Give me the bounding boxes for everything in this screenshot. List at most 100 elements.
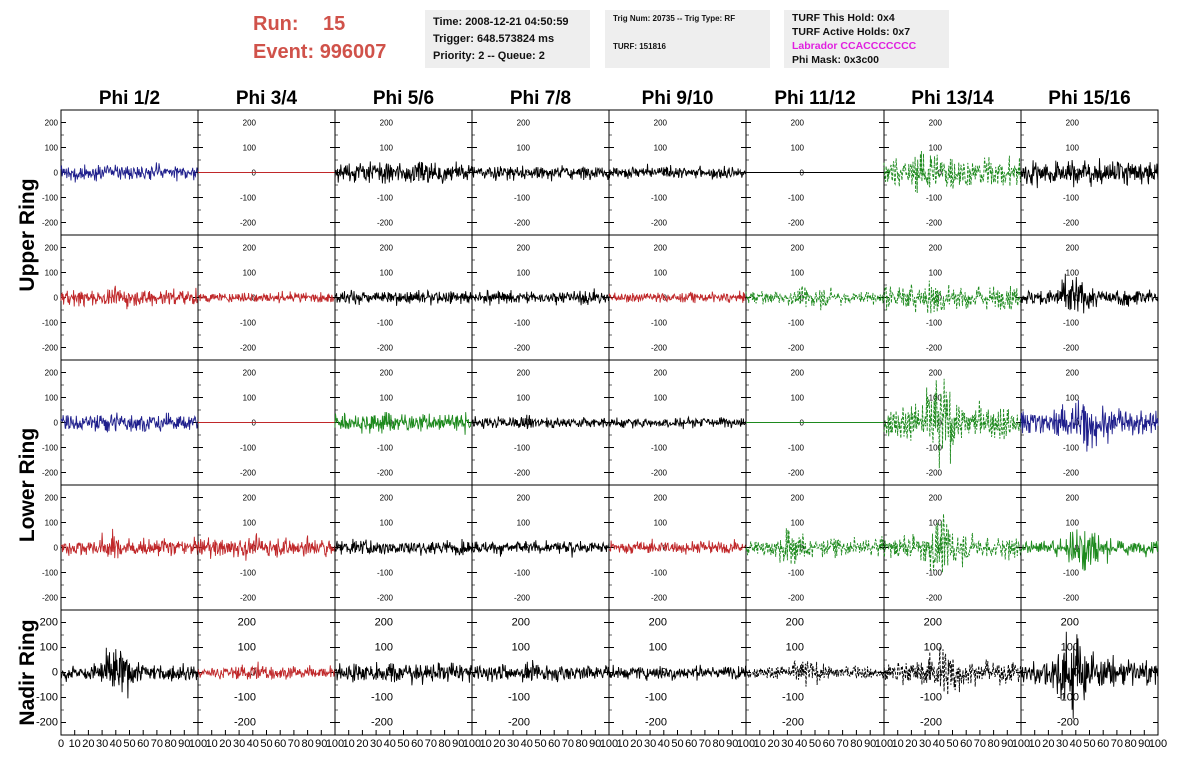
ring-label: Nadir Ring	[16, 619, 39, 725]
y-tick-label: -200	[514, 344, 531, 353]
waveform-line	[471, 288, 610, 306]
y-tick-label: -200	[240, 344, 257, 353]
y-tick-label: -200	[377, 344, 394, 353]
x-tick-label: 80	[575, 738, 587, 750]
active-holds-text: TURF Active Holds: 0x7	[792, 26, 911, 38]
x-tick-label: 20	[905, 738, 917, 750]
x-tick-label: 40	[110, 738, 122, 750]
y-tick-label: 100	[45, 394, 59, 403]
x-tick-label: 50	[534, 738, 546, 750]
x-tick-label: 10	[892, 738, 904, 750]
y-tick-label: -200	[926, 344, 943, 353]
x-tick-label: 60	[960, 738, 972, 750]
x-tick-label: 70	[699, 738, 711, 750]
y-tick-label: -200	[782, 717, 804, 729]
y-tick-label: 200	[517, 369, 531, 378]
priority-text: Priority: 2 -- Queue: 2	[433, 50, 545, 62]
x-tick-label: 100	[1012, 738, 1030, 750]
x-tick-label: 90	[589, 738, 601, 750]
column-title: Phi 11/12	[774, 88, 855, 109]
waveform-line	[608, 664, 747, 681]
y-tick-label: 100	[929, 144, 943, 153]
y-tick-label: -100	[651, 569, 668, 578]
y-tick-label: -200	[1063, 469, 1080, 478]
y-tick-label: -200	[371, 717, 393, 729]
waveform-line	[334, 411, 473, 435]
y-tick-label: 0	[389, 419, 394, 428]
column-title: Phi 9/10	[642, 88, 714, 109]
y-tick-label: -200	[240, 219, 257, 228]
y-tick-label: -200	[651, 594, 668, 603]
x-tick-label: 40	[795, 738, 807, 750]
x-tick-label: 80	[301, 738, 313, 750]
waveform-line	[883, 150, 1022, 194]
turf-text: TURF: 151816	[613, 42, 666, 51]
y-tick-label: 200	[649, 617, 667, 629]
x-tick-label: 30	[233, 738, 245, 750]
y-tick-label: 200	[791, 244, 805, 253]
y-tick-label: -200	[514, 469, 531, 478]
waveform-line	[60, 285, 199, 310]
waveform-line	[1020, 400, 1159, 452]
waveform-line	[197, 290, 336, 304]
event-value: 996007	[319, 41, 387, 63]
y-tick-label: -200	[788, 594, 805, 603]
y-tick-label: -200	[788, 469, 805, 478]
y-tick-label: -200	[42, 219, 59, 228]
y-tick-label: 100	[375, 642, 393, 654]
x-tick-label: 10	[617, 738, 629, 750]
y-tick-label: 0	[389, 544, 394, 553]
y-tick-label: 100	[1061, 642, 1079, 654]
y-tick-label: 200	[40, 617, 58, 629]
x-tick-label: 10	[1029, 738, 1041, 750]
y-tick-label: 200	[791, 369, 805, 378]
run-value: 15	[323, 13, 346, 35]
y-tick-label: 100	[924, 642, 942, 654]
y-tick-label: -200	[1057, 717, 1079, 729]
y-tick-label: -100	[788, 444, 805, 453]
y-tick-label: -100	[645, 692, 667, 704]
x-tick-label: 80	[987, 738, 999, 750]
y-tick-label: -100	[514, 569, 531, 578]
column-title: Phi 13/14	[911, 88, 994, 109]
x-tick-label: 40	[658, 738, 670, 750]
run-label: Run:	[253, 13, 299, 35]
y-tick-label: 200	[517, 244, 531, 253]
x-tick-label: 40	[933, 738, 945, 750]
y-tick-label: -200	[42, 594, 59, 603]
y-tick-label: -100	[651, 319, 668, 328]
waveform-line	[471, 659, 610, 683]
y-tick-label: -100	[1063, 569, 1080, 578]
y-tick-label: 0	[1073, 667, 1079, 679]
y-tick-label: -100	[1063, 444, 1080, 453]
y-tick-label: -100	[926, 569, 943, 578]
y-tick-label: 200	[243, 494, 257, 503]
y-tick-label: -100	[240, 444, 257, 453]
y-tick-label: 200	[380, 119, 394, 128]
y-tick-label: -100	[926, 319, 943, 328]
y-tick-label: 100	[791, 144, 805, 153]
y-tick-label: 200	[1066, 369, 1080, 378]
x-tick-label: 20	[356, 738, 368, 750]
y-tick-label: -200	[926, 469, 943, 478]
y-tick-label: -100	[1063, 319, 1080, 328]
waveform-line	[197, 661, 336, 681]
y-tick-label: 200	[654, 119, 668, 128]
y-tick-label: 200	[791, 119, 805, 128]
y-tick-label: -200	[926, 219, 943, 228]
x-tick-label: 70	[974, 738, 986, 750]
y-tick-label: 100	[517, 144, 531, 153]
x-tick-label: 90	[452, 738, 464, 750]
y-tick-label: -200	[651, 219, 668, 228]
x-tick-label: 100	[737, 738, 755, 750]
y-tick-label: -100	[788, 194, 805, 203]
y-tick-label: 200	[375, 617, 393, 629]
x-tick-label: 50	[1083, 738, 1095, 750]
x-tick-label: 30	[96, 738, 108, 750]
y-tick-label: -200	[377, 219, 394, 228]
x-tick-label: 100	[875, 738, 893, 750]
column-title: Phi 5/6	[373, 88, 434, 109]
waveform-line	[334, 161, 473, 184]
column-title: Phi 3/4	[236, 88, 298, 109]
x-tick-label: 30	[1056, 738, 1068, 750]
